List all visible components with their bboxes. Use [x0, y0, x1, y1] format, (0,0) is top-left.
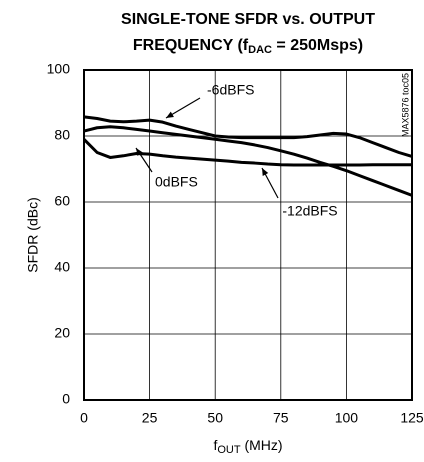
series-label: -6dBFS [207, 82, 254, 98]
x-tick-label: 125 [400, 410, 424, 426]
x-tick-label: 25 [142, 410, 158, 426]
y-axis-label: SFDR (dBc) [25, 197, 41, 272]
y-tick-label: 60 [54, 193, 70, 209]
arrow-head [262, 168, 269, 176]
x-tick-label: 75 [273, 410, 289, 426]
y-tick-label: 0 [62, 391, 70, 407]
watermark: MAX5876 toc05 [400, 73, 410, 137]
arrow-head [166, 111, 174, 118]
x-label-part: f [213, 437, 217, 453]
x-tick-label: 100 [335, 410, 359, 426]
y-tick-label: 100 [47, 61, 71, 77]
x-label-part: (MHz) [241, 437, 283, 453]
series-line [83, 115, 413, 158]
chart-title: SINGLE-TONE SFDR vs. OUTPUT [121, 11, 375, 28]
arrow-head [136, 148, 143, 156]
title-part: = 250Msps) [272, 37, 363, 54]
plot-frame [83, 69, 413, 401]
y-tick-label: 80 [54, 127, 70, 143]
x-axis-label: fOUT (MHz) [213, 437, 282, 456]
series-label: -12dBFS [282, 203, 337, 219]
title-subscript: DAC [248, 44, 272, 56]
y-tick-label: 20 [54, 325, 70, 341]
series-label: 0dBFS [155, 174, 198, 190]
title-part: FREQUENCY (f [133, 37, 249, 54]
x-tick-label: 50 [207, 410, 223, 426]
chart-title: FREQUENCY (fDAC = 250Msps) [133, 37, 363, 56]
y-tick-label: 40 [54, 259, 70, 275]
series-line [83, 125, 413, 197]
x-label-subscript: OUT [217, 444, 241, 456]
x-tick-label: 0 [80, 410, 88, 426]
